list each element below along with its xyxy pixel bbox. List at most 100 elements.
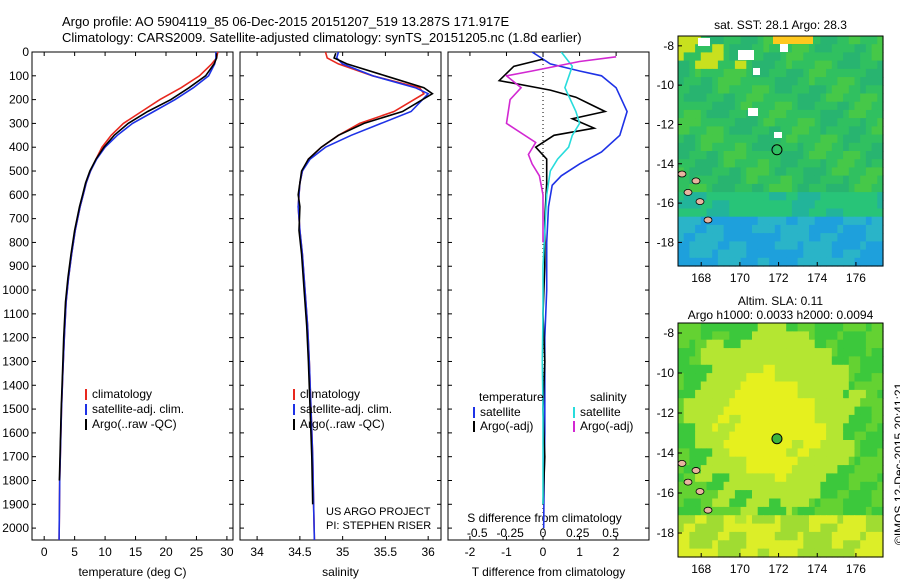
- x-tick-label: 1: [576, 545, 583, 559]
- lon-tick-label: 176: [846, 562, 866, 576]
- x-tick-label: 5: [71, 545, 78, 559]
- y-tick-label: 1800: [2, 473, 29, 487]
- series-line-3: [541, 52, 581, 505]
- y-tick-label: 1200: [2, 331, 29, 345]
- imos-timestamp: ©IMOS 12-Dec-2015 20:41:21: [892, 382, 900, 545]
- lat-tick-label: -8: [663, 39, 674, 53]
- x-axis-label: temperature (deg C): [78, 565, 186, 579]
- x-tick-label: 30: [220, 545, 234, 559]
- panel-frame: [447, 51, 650, 541]
- top-x-tick-label: -0.5: [467, 526, 488, 540]
- island-shape: [703, 216, 713, 224]
- lon-tick-label: 170: [730, 271, 750, 285]
- top-x-tick-label: 0: [540, 526, 547, 540]
- y-tick-label: 0: [22, 45, 29, 59]
- top-x-tick-label: 0.25: [566, 526, 590, 540]
- x-tick-label: 20: [159, 545, 173, 559]
- pi-credit: PI: STEPHEN RISER: [326, 520, 432, 532]
- y-tick-label: 2000: [2, 521, 29, 535]
- x-tick-label: -1: [501, 545, 512, 559]
- x-axis-label: T difference from climatology: [472, 565, 626, 579]
- legend-label: Argo(..raw -QC): [300, 417, 385, 431]
- sla-map-title: Altim. SLA: 0.11: [738, 294, 823, 308]
- x-tick-label: 10: [98, 545, 112, 559]
- y-tick-label: 1000: [2, 283, 29, 297]
- missing-data-patch: [774, 132, 782, 138]
- legend-label: satellite: [480, 405, 521, 419]
- legend-group-title: salinity: [590, 390, 627, 404]
- top-x-tick-label: -0.25: [496, 526, 524, 540]
- map-frame: [677, 322, 884, 558]
- island-shape: [703, 506, 713, 514]
- argo-float-marker: [771, 433, 783, 445]
- y-tick-label: 300: [9, 116, 29, 130]
- x-tick-label: 35: [336, 545, 350, 559]
- lon-tick-label: 174: [807, 562, 827, 576]
- island-shape: [683, 478, 693, 486]
- legend-label: climatology: [300, 387, 360, 401]
- legend-label: satellite-adj. clim.: [92, 402, 184, 416]
- series-line-3: [58, 53, 218, 481]
- y-tick-label: 600: [9, 188, 29, 202]
- missing-data-patch: [738, 50, 754, 60]
- map-frame: [677, 35, 884, 267]
- legend-label: climatology: [92, 387, 152, 401]
- island-shape: [691, 177, 701, 185]
- lon-tick-label: 168: [691, 271, 711, 285]
- island-shape: [677, 170, 687, 178]
- lon-tick-label: 174: [807, 271, 827, 285]
- missing-data-patch: [748, 108, 758, 116]
- legend-label: Argo(-adj): [480, 419, 533, 433]
- page-title-line1: Argo profile: AO 5904119_85 06-Dec-2015 …: [62, 14, 510, 29]
- y-tick-label: 1900: [2, 497, 29, 511]
- x-tick-label: 0: [41, 545, 48, 559]
- x-tick-label: -2: [465, 545, 476, 559]
- lat-tick-label: -16: [657, 486, 675, 500]
- lon-tick-label: 170: [730, 562, 750, 576]
- sla-map-subtitle: Argo h1000: 0.0033 h2000: 0.0094: [688, 308, 874, 322]
- x-axis-label: salinity: [322, 565, 359, 579]
- profile-panel-3: -2 -1 0 1 2 T difference from climatology -0.5…: [447, 51, 650, 579]
- y-tick-label: 400: [9, 140, 29, 154]
- island-shape: [695, 198, 705, 206]
- island-shape: [677, 459, 687, 467]
- y-tick-label: 1300: [2, 354, 29, 368]
- sst-map-title: sat. SST: 28.1 Argo: 28.3: [714, 18, 847, 32]
- lon-tick-label: 172: [769, 562, 789, 576]
- y-tick-label: 1700: [2, 450, 29, 464]
- lon-tick-label: 168: [691, 562, 711, 576]
- y-tick-label: 800: [9, 235, 29, 249]
- panel-frame: [239, 51, 442, 541]
- x-tick-label: 36: [421, 545, 435, 559]
- y-tick-label: 100: [9, 69, 29, 83]
- page-title-line2: Climatology: CARS2009. Satellite-adjuste…: [62, 30, 582, 45]
- missing-data-patch: [780, 38, 788, 52]
- series-line-2: [497, 58, 608, 505]
- lat-tick-label: -18: [657, 235, 675, 249]
- lat-tick-label: -16: [657, 196, 675, 210]
- sla-map: -8 -10 -12 -14 -16 -18 168 170 172 174 176 Altim. S…: [657, 294, 884, 576]
- x-tick-label: 34.5: [288, 545, 312, 559]
- lat-tick-label: -14: [657, 446, 675, 460]
- island-shape: [683, 188, 693, 196]
- x-tick-label: 35.5: [374, 545, 398, 559]
- series-line-1: [58, 52, 219, 540]
- profile-panel-2: 34 34.5 35 35.5 36 salinity climatologysatelli…: [239, 51, 442, 579]
- x-tick-label: 15: [129, 545, 143, 559]
- legend-label: Argo(..raw -QC): [92, 417, 177, 431]
- series-line-4: [504, 56, 617, 243]
- legend-label: satellite: [580, 405, 621, 419]
- lat-tick-label: -10: [657, 78, 675, 92]
- project-credit: US ARGO PROJECT: [326, 506, 431, 518]
- series-line-2: [297, 52, 430, 540]
- legend-label: satellite-adj. clim.: [300, 402, 392, 416]
- y-tick-label: 500: [9, 164, 29, 178]
- y-tick-label: 1600: [2, 426, 29, 440]
- y-tick-label: 1400: [2, 378, 29, 392]
- profile-panel-1: 0100200300400500600700800900100011001200…: [2, 45, 234, 579]
- y-tick-label: 900: [9, 259, 29, 273]
- series-line-2: [58, 52, 217, 540]
- lon-tick-label: 176: [846, 271, 866, 285]
- argo-float-marker: [771, 144, 783, 156]
